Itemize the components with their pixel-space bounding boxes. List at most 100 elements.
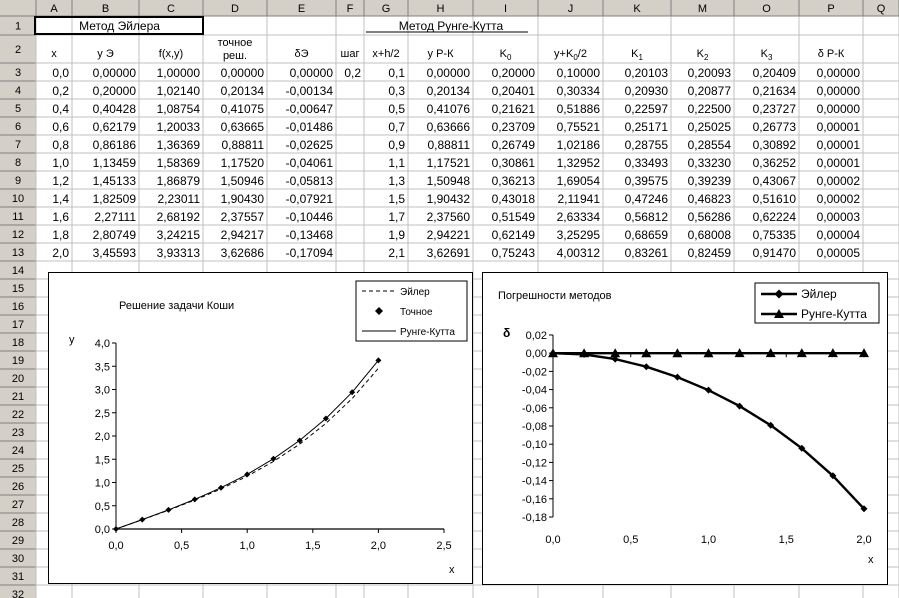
column-header-K[interactable]: K [633, 3, 641, 15]
row-header-22[interactable]: 22 [12, 409, 24, 421]
row-header-2[interactable]: 2 [15, 44, 21, 56]
row-header-6[interactable]: 6 [15, 121, 21, 133]
data-cell[interactable]: 1,90430 [221, 192, 265, 206]
data-cell[interactable]: 2,68192 [157, 210, 201, 224]
data-cell[interactable]: 0,30334 [557, 84, 601, 98]
data-cell[interactable]: -0,07921 [286, 192, 334, 206]
data-cell[interactable]: -0,13468 [286, 228, 334, 242]
data-cell[interactable]: 3,45593 [93, 246, 137, 260]
data-cell[interactable]: 0,51610 [753, 192, 797, 206]
row-header-23[interactable]: 23 [12, 427, 24, 439]
data-cell[interactable]: 0,23709 [492, 120, 536, 134]
data-cell[interactable]: 0,51886 [557, 102, 601, 116]
row-header-13[interactable]: 13 [12, 247, 24, 259]
column-header-H[interactable]: H [437, 3, 445, 15]
data-cell[interactable]: 0,68659 [625, 228, 669, 242]
data-cell[interactable]: -0,04061 [286, 156, 334, 170]
row-header-32[interactable]: 32 [12, 589, 24, 598]
data-cell[interactable]: 0,8 [52, 138, 69, 152]
column-header-P[interactable]: P [827, 3, 834, 15]
column-header-B[interactable]: B [102, 3, 109, 15]
data-cell[interactable]: 0,82459 [688, 246, 732, 260]
data-cell[interactable]: 0,28755 [625, 138, 669, 152]
row-header-27[interactable]: 27 [12, 499, 24, 511]
data-cell[interactable]: 0,6 [52, 120, 69, 134]
data-cell[interactable]: 0,20000 [93, 84, 137, 98]
data-cell[interactable]: 0,00002 [817, 174, 861, 188]
data-cell[interactable]: 0,20103 [625, 66, 669, 80]
row-header-25[interactable]: 25 [12, 463, 24, 475]
data-cell[interactable]: 1,08754 [157, 102, 201, 116]
data-cell[interactable]: 1,3 [388, 174, 405, 188]
data-cell[interactable]: 0,36252 [753, 156, 797, 170]
data-cell[interactable]: 0,00000 [93, 66, 137, 80]
data-cell[interactable]: 0,83261 [625, 246, 669, 260]
data-cell[interactable]: 0,21621 [492, 102, 536, 116]
data-cell[interactable]: 0,26773 [753, 120, 797, 134]
data-cell[interactable]: 1,7 [388, 210, 405, 224]
row-header-11[interactable]: 11 [12, 211, 23, 223]
data-cell[interactable]: 0,75335 [753, 228, 797, 242]
column-header-E[interactable]: E [298, 3, 305, 15]
data-cell[interactable]: 0,36213 [492, 174, 536, 188]
data-cell[interactable]: 3,25295 [557, 228, 601, 242]
data-cell[interactable]: 0,00004 [817, 228, 861, 242]
column-header-D[interactable]: D [231, 3, 239, 15]
data-cell[interactable]: 0,46823 [688, 192, 732, 206]
data-cell[interactable]: 2,94217 [221, 228, 265, 242]
data-cell[interactable]: 0,30861 [492, 156, 536, 170]
column-header-I[interactable]: I [504, 3, 507, 15]
data-cell[interactable]: -0,01486 [286, 120, 334, 134]
legend-box[interactable] [355, 280, 468, 342]
data-cell[interactable]: 0,26749 [492, 138, 536, 152]
data-cell[interactable]: 0,86186 [93, 138, 137, 152]
data-cell[interactable]: 1,45133 [93, 174, 137, 188]
data-cell[interactable]: 1,8 [52, 228, 69, 242]
row-header-7[interactable]: 7 [15, 139, 21, 151]
data-cell[interactable]: 1,32952 [557, 156, 601, 170]
data-cell[interactable]: 0,00000 [427, 66, 471, 80]
data-cell[interactable]: 0,43067 [753, 174, 797, 188]
row-header-20[interactable]: 20 [12, 373, 24, 385]
data-cell[interactable]: 1,50948 [427, 174, 471, 188]
data-cell[interactable]: 1,90432 [427, 192, 471, 206]
row-header-3[interactable]: 3 [15, 67, 21, 79]
data-cell[interactable]: 0,75521 [557, 120, 601, 134]
data-cell[interactable]: 0,00003 [817, 210, 861, 224]
data-cell[interactable]: 3,24215 [157, 228, 201, 242]
data-cell[interactable]: 0,43018 [492, 192, 536, 206]
data-cell[interactable]: 0,00000 [290, 66, 334, 80]
data-cell[interactable]: 0,47246 [625, 192, 669, 206]
data-cell[interactable]: 2,37560 [427, 210, 471, 224]
data-cell[interactable]: 1,9 [388, 228, 405, 242]
data-cell[interactable]: 0,62149 [492, 228, 536, 242]
data-cell[interactable]: 1,20033 [157, 120, 201, 134]
data-cell[interactable]: 0,75243 [492, 246, 536, 260]
data-cell[interactable]: 0,10000 [557, 66, 601, 80]
data-cell[interactable]: 0,68008 [688, 228, 732, 242]
data-cell[interactable]: 1,17520 [221, 156, 265, 170]
data-cell[interactable]: 1,02140 [157, 84, 201, 98]
row-header-15[interactable]: 15 [12, 283, 24, 295]
column-header-C[interactable]: C [167, 3, 175, 15]
data-cell[interactable]: 0,39239 [688, 174, 732, 188]
data-cell[interactable]: 2,94221 [427, 228, 471, 242]
data-cell[interactable]: 2,1 [388, 246, 405, 260]
data-cell[interactable]: 0,56812 [625, 210, 669, 224]
data-cell[interactable]: 2,11941 [558, 192, 601, 206]
data-cell[interactable]: 0,20134 [221, 84, 265, 98]
row-header-9[interactable]: 9 [15, 175, 21, 187]
data-cell[interactable]: 2,23011 [158, 192, 201, 206]
data-cell[interactable]: 0,00000 [817, 84, 861, 98]
data-cell[interactable]: -0,00134 [286, 84, 334, 98]
data-cell[interactable]: -0,05813 [286, 174, 334, 188]
data-cell[interactable]: 0,40428 [93, 102, 137, 116]
data-cell[interactable]: 0,22500 [688, 102, 732, 116]
data-cell[interactable]: 0,62224 [753, 210, 797, 224]
data-cell[interactable]: 0,25171 [625, 120, 669, 134]
data-cell[interactable]: 1,86879 [157, 174, 201, 188]
data-cell[interactable]: 0,5 [388, 102, 405, 116]
data-cell[interactable]: 2,80749 [93, 228, 137, 242]
column-header-A[interactable]: A [50, 3, 58, 15]
method-errors-chart[interactable]: Погрешности методов 0,02 0,00 -0,02 -0,04 -0,… [482, 272, 888, 585]
